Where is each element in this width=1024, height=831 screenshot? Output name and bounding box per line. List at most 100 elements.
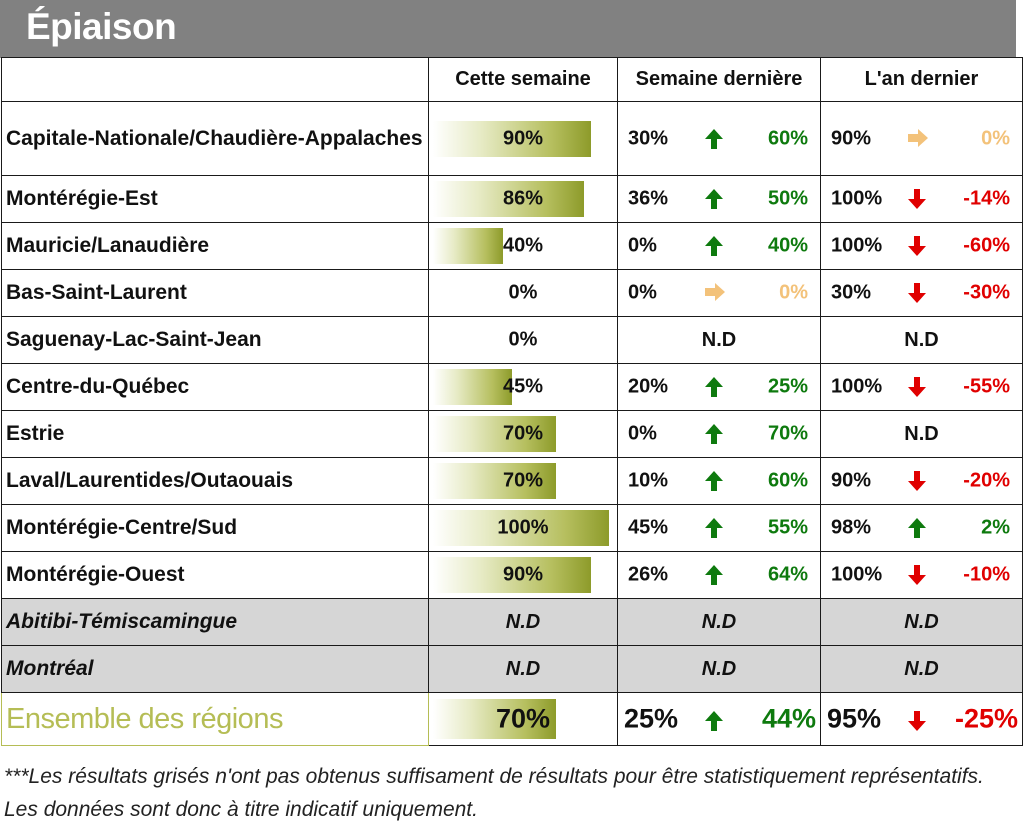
region-name: Capitale-Nationale/Chaudière-Appalaches [1,101,429,176]
this-week-value: 0% [508,281,538,304]
last-week-delta: 70% [767,422,808,445]
last-year-nd: N.D [820,645,1023,693]
this-week-value: 45% [502,375,544,398]
last-week-nd: N.D [617,645,821,693]
last-week-value: 26% [628,563,669,586]
last-year-delta: -20% [963,469,1010,492]
progress-bar [433,557,591,593]
last-year-value: 100% [831,375,883,398]
last-week-delta: 40% [767,234,808,257]
arrow-down-icon [907,564,927,586]
last-week-cell: 0% 70% [617,410,821,458]
table-row: Montérégie-Est 86% 36% 50% 100% -14% [1,175,1023,223]
last-year-cell: 30% -30% [820,269,1023,317]
region-name: Laval/Laurentides/Outaouais [1,457,429,505]
arrow-up-icon [704,470,724,492]
region-name: Montréal [1,645,429,693]
table-row: Estrie 70% 0% 70% N.D [1,410,1023,458]
last-week-cell: 0% 40% [617,222,821,270]
header-last-year: L'an dernier [820,57,1023,102]
this-week-value: 40% [502,234,544,257]
last-week-cell: 26% 64% [617,551,821,599]
last-year-cell: 90% -20% [820,457,1023,505]
last-year-value: 98% [831,516,872,539]
last-week-value: 45% [628,516,669,539]
last-week-delta: 64% [767,563,808,586]
total-region-name: Ensemble des régions [1,692,429,746]
last-week-cell: 30% 60% [617,101,821,176]
arrow-flat-icon [907,128,928,150]
arrow-up-icon [704,235,724,257]
this-week-cell: 40% [428,222,618,270]
last-week-value: 0% [628,281,657,304]
progress-bar [433,181,584,217]
last-week-cell: 10% 60% [617,457,821,505]
arrow-up-icon [704,708,724,731]
footnote: ***Les résultats grisés n'ont pas obtenu… [4,765,984,821]
region-name: Saguenay-Lac-Saint-Jean [1,316,429,364]
this-week-nd: N.D [428,645,618,693]
arrow-down-icon [907,470,927,492]
this-week-cell: 90% [428,551,618,599]
last-year-delta: 0% [981,127,1010,149]
region-name: Montérégie-Est [1,175,429,223]
last-week-value: 20% [628,375,669,398]
last-year-cell: 98% 2% [820,504,1023,552]
last-week-cell: 36% 50% [617,175,821,223]
last-week-delta: 50% [767,187,808,210]
arrow-down-icon [907,708,927,731]
progress-bar [433,369,512,405]
this-week-cell: 86% [428,175,618,223]
last-week-nd: N.D [617,598,821,646]
last-year-value: 90% [831,469,872,492]
this-week-cell: 90% [428,101,618,176]
arrow-up-icon [704,128,724,150]
last-week-value: 36% [628,187,669,210]
this-week-value: 70% [502,422,544,445]
arrow-up-icon [704,423,724,445]
arrow-down-icon [907,235,927,257]
table-row: Centre-du-Québec 45% 20% 25% 100% -55% [1,363,1023,411]
progress-bar [433,510,609,546]
total-last-week-value: 25% [624,703,679,734]
table-row: Abitibi-Témiscamingue N.D N.D N.D [1,598,1023,646]
last-year-cell: 100% -60% [820,222,1023,270]
progress-bar [433,416,556,452]
last-year-cell: 90% 0% [820,101,1023,176]
last-week-value: 0% [628,234,657,257]
last-week-delta: 60% [767,127,808,149]
last-year-nd: N.D [820,410,1023,458]
table-row: Montérégie-Centre/Sud 100% 45% 55% 98% 2% [1,504,1023,552]
epiaison-table: Cette semaine Semaine dernière L'an dern… [1,57,1023,746]
last-week-value: 10% [628,469,669,492]
table-row: Saguenay-Lac-Saint-Jean 0% N.D N.D [1,316,1023,364]
last-year-cell: 100% -55% [820,363,1023,411]
this-week-cell: 100% [428,504,618,552]
table-row: Capitale-Nationale/Chaudière-Appalaches 9… [1,101,1023,176]
last-week-delta: 60% [767,469,808,492]
total-row: Ensemble des régions 70% 25% 44% 95% -25% [1,692,1023,746]
region-name: Mauricie/Lanaudière [1,222,429,270]
arrow-flat-icon [704,282,725,304]
region-name: Abitibi-Témiscamingue [1,598,429,646]
table-body: Cette semaine Semaine dernière L'an dern… [1,57,1023,746]
last-week-value: 0% [628,422,657,445]
last-week-delta: 0% [779,281,808,304]
header-region [1,57,429,102]
arrow-up-icon [704,188,724,210]
region-name: Estrie [1,410,429,458]
last-year-delta: -30% [963,281,1010,304]
progress-bar [433,120,591,157]
header-this-week: Cette semaine [428,57,618,102]
arrow-down-icon [907,282,927,304]
region-name: Montérégie-Ouest [1,551,429,599]
last-year-delta: 2% [981,516,1010,539]
last-year-nd: N.D [820,316,1023,364]
last-year-value: 100% [831,234,883,257]
this-week-cell: 70% [428,692,618,746]
this-week-value: 90% [502,127,544,149]
this-week-cell: 70% [428,410,618,458]
last-year-delta: -60% [963,234,1010,257]
last-week-nd: N.D [617,316,821,364]
progress-bar [433,463,556,499]
